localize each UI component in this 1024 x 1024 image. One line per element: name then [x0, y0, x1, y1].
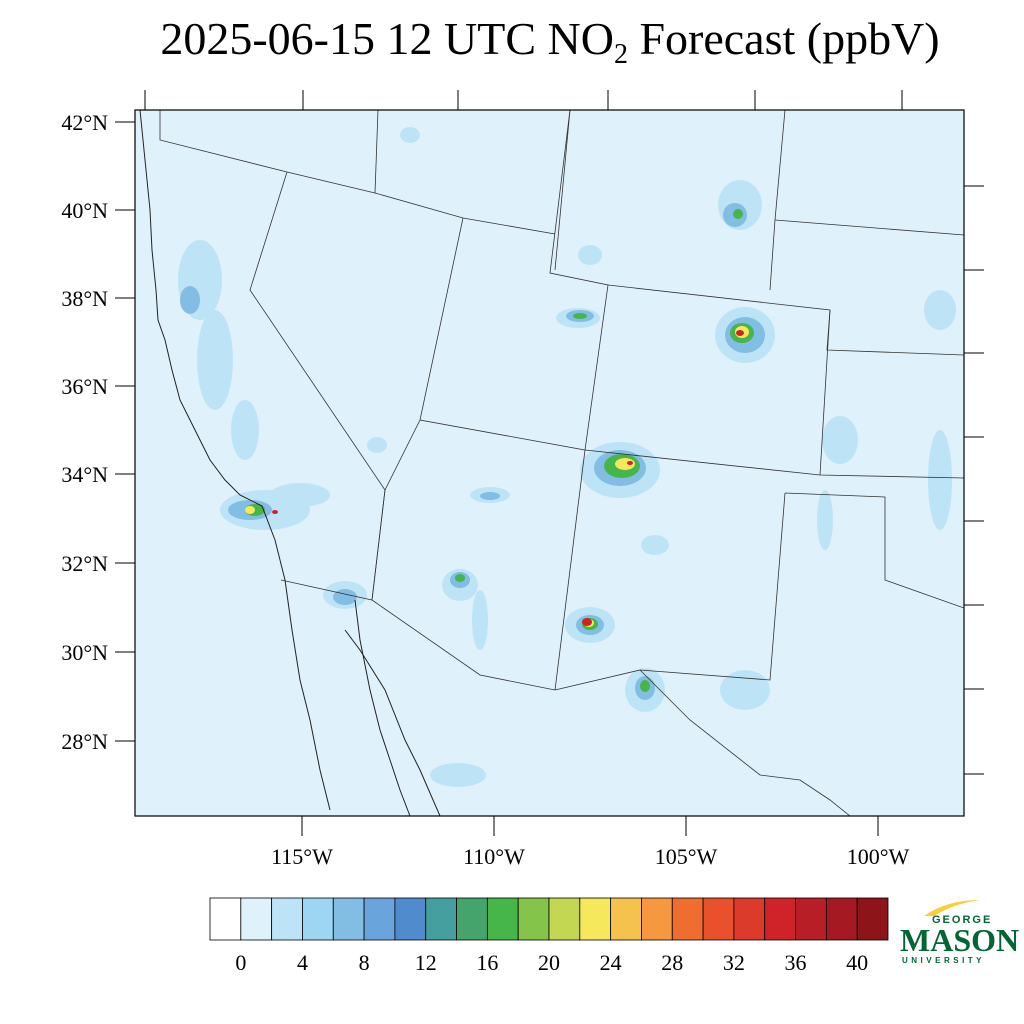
lon-label: 100°W [847, 844, 910, 869]
lat-label: 38°N [61, 286, 108, 311]
colorbar-swatch [825, 897, 858, 941]
colorbar-tick-label: 12 [415, 950, 437, 975]
colorbar [209, 897, 889, 941]
colorbar-swatch [486, 897, 519, 941]
colorbar-swatch [671, 897, 704, 941]
colorbar-swatch [425, 897, 457, 941]
colorbar-swatch [209, 897, 242, 941]
lat-label: 40°N [61, 198, 108, 223]
lat-label: 34°N [61, 462, 108, 487]
colorbar-tick-label: 0 [235, 950, 246, 975]
colorbar-swatch [702, 897, 735, 941]
colorbar-swatch [610, 897, 642, 941]
colorbar-swatch [795, 897, 827, 941]
colorbar-swatch [641, 897, 673, 941]
lat-label: 30°N [61, 640, 108, 665]
colorbar-labels: 0 4 8 12 16 20 24 28 32 36 40 [235, 950, 868, 975]
lat-label: 36°N [61, 374, 108, 399]
mexico-coast [344, 629, 441, 816]
map-frame [134, 109, 965, 817]
peak-no2-spots [272, 330, 744, 626]
longitude-labels: 115°W 110°W 105°W 100°W [271, 844, 909, 869]
colorbar-swatch [764, 897, 796, 941]
colorbar-tick-label: 32 [723, 950, 745, 975]
colorbar-tick-label: 4 [297, 950, 308, 975]
logo-swoosh-icon [924, 900, 980, 916]
latitude-labels: 42°N 40°N 38°N 36°N 34°N 32°N 30°N 28°N [61, 110, 108, 754]
gmu-logo: GEORGE MASON UNIVERSITY [896, 898, 1019, 968]
colorbar-swatch [363, 897, 396, 941]
lat-label: 42°N [61, 110, 108, 135]
low-no2-plumes [178, 127, 956, 787]
colorbar-swatch [733, 897, 766, 941]
map-title: 2025-06-15 12 UTC NO2 Forecast (ppbV) [160, 13, 940, 70]
logo-george-text: GEORGE [932, 914, 993, 926]
lon-label: 115°W [271, 844, 333, 869]
lon-label: 110°W [463, 844, 525, 869]
baja-peninsula [354, 599, 411, 816]
tick-marks [115, 90, 984, 836]
colorbar-tick-label: 24 [600, 950, 622, 975]
colorbar-tick-label: 36 [785, 950, 807, 975]
colorbar-tick-label: 20 [538, 950, 560, 975]
lon-label: 105°W [655, 844, 718, 869]
colorbar-swatch [456, 897, 488, 941]
lat-label: 28°N [61, 729, 108, 754]
colorbar-tick-label: 16 [476, 950, 498, 975]
colorbar-swatch [548, 897, 581, 941]
colorbar-swatch [856, 897, 889, 941]
colorbar-tick-label: 8 [359, 950, 370, 975]
colorbar-swatch [240, 897, 273, 941]
colorbar-swatch [271, 897, 303, 941]
lat-label: 32°N [61, 551, 108, 576]
no2-concentration-field [139, 110, 964, 816]
colorbar-swatch [302, 897, 334, 941]
map-background [135, 110, 964, 816]
colorbar-tick-label: 28 [661, 950, 683, 975]
colorbar-swatch [394, 897, 427, 941]
colorbar-tick-label: 40 [846, 950, 868, 975]
logo-mason-text: MASON [900, 922, 1020, 958]
coastline [139, 110, 331, 811]
colorbar-swatch [332, 897, 365, 941]
colorbar-swatch [517, 897, 550, 941]
colorbar-swatch [579, 897, 612, 941]
logo-university-text: UNIVERSITY [902, 956, 986, 965]
state-boundaries [159, 110, 964, 816]
